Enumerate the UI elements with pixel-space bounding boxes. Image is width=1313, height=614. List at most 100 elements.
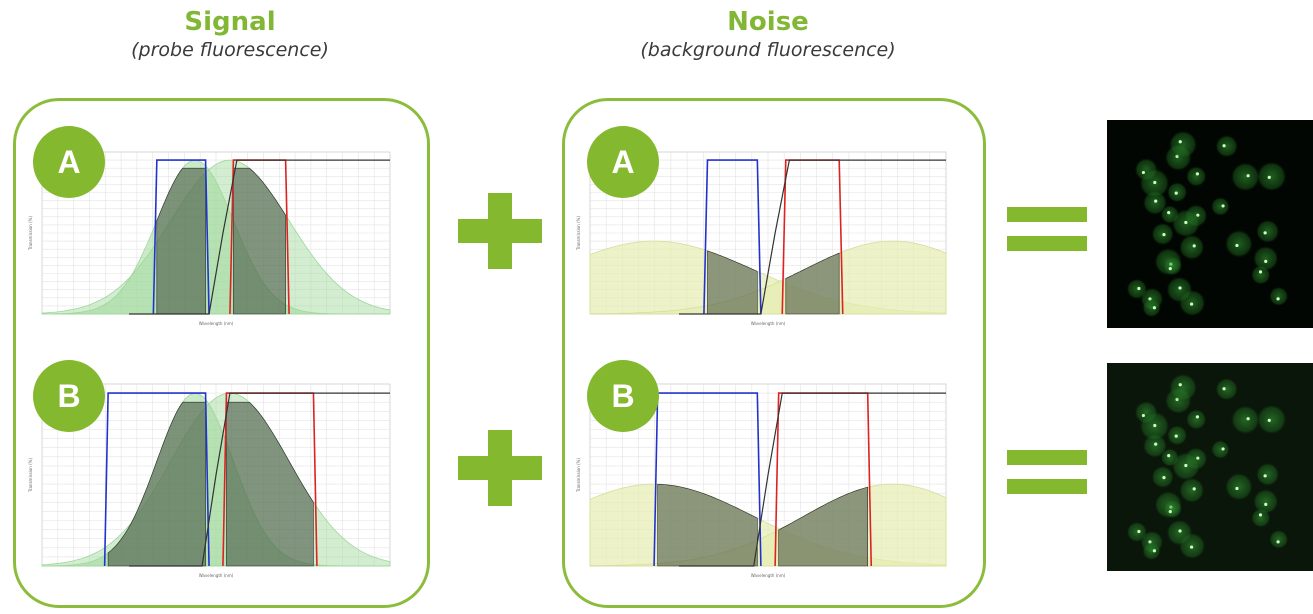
cell (1169, 130, 1198, 159)
probe-spot (1168, 509, 1172, 514)
microscope-image-a (1107, 120, 1313, 328)
probe-spot (1184, 463, 1188, 468)
probe-spot (1267, 175, 1271, 180)
probe-spot (1152, 549, 1157, 553)
cell (1224, 472, 1253, 501)
x-axis-label: Wavelength (nm) (199, 573, 234, 578)
probe-spot (1258, 270, 1263, 274)
emission-overlap (778, 486, 869, 567)
probe-spot (1174, 434, 1178, 438)
cell (1163, 499, 1183, 519)
y-axis-label: Transmission (%) (576, 458, 581, 493)
probe-spot (1264, 259, 1268, 264)
cell (1211, 440, 1230, 459)
cell (1230, 405, 1260, 435)
probe-spot (1184, 220, 1188, 225)
probe-spot (1192, 487, 1196, 491)
excitation-filter-curve (103, 392, 210, 567)
probe-spot (1263, 474, 1267, 478)
dichroic-curve (679, 159, 946, 315)
probe-spot (1174, 191, 1178, 195)
probe-spot (1246, 417, 1250, 421)
cell (1142, 298, 1161, 318)
emission-overlap (785, 252, 840, 315)
signal-b-spectrum-plot: Transmission (%) Wavelength (nm) (28, 383, 391, 578)
cell (1253, 489, 1279, 515)
dichroic-curve (129, 159, 390, 315)
x-axis-label: Wavelength (nm) (751, 321, 786, 326)
cell (1256, 462, 1280, 486)
cell (1186, 409, 1207, 430)
probe-spot (1258, 513, 1263, 517)
cell (1251, 508, 1271, 528)
signal-badge-b: B (33, 360, 105, 432)
cell (1215, 135, 1238, 158)
cell (1269, 286, 1289, 306)
probe-spot (1154, 199, 1158, 203)
probe-spot (1264, 502, 1268, 507)
noise-header: Noise (background fluorescence) (618, 6, 918, 62)
cell (1224, 229, 1253, 258)
probe-emission-spectrum (41, 159, 391, 315)
excitation-filter-curve (653, 392, 762, 567)
probe-spot (1195, 415, 1199, 419)
probe-spot (1178, 529, 1182, 533)
emission-overlap (226, 401, 314, 567)
probe-spot (1162, 233, 1166, 237)
emission-overlap (233, 167, 286, 315)
signal-header: Signal (probe fluorescence) (105, 6, 355, 62)
signal-title: Signal (184, 7, 276, 37)
noise-badge-a: A (587, 126, 659, 198)
x-axis-label: Wavelength (nm) (199, 321, 234, 326)
probe-spot (1162, 476, 1166, 480)
probe-spot (1263, 231, 1267, 235)
excitation-filter-curve (703, 159, 762, 315)
background-emission-spectrum (589, 240, 947, 315)
noise-subtitle: (background fluorescence) (640, 39, 896, 61)
probe-spot (1153, 180, 1157, 185)
probe-spot (1222, 144, 1226, 148)
probe-spot (1267, 418, 1271, 423)
cell (1230, 162, 1260, 192)
cell (1253, 246, 1279, 272)
cell (1211, 197, 1230, 216)
cell (1256, 404, 1287, 435)
cell (1142, 541, 1161, 561)
probe-spot (1189, 302, 1194, 306)
noise-badge-b: B (587, 360, 659, 432)
equals-icon-b (1007, 450, 1087, 494)
probe-spot (1152, 306, 1157, 310)
probe-spot (1168, 266, 1172, 271)
probe-spot (1178, 383, 1182, 387)
excitation-overlap (657, 483, 758, 567)
probe-spot (1222, 387, 1226, 391)
probe-spot (1195, 172, 1199, 176)
cell (1166, 519, 1193, 546)
x-axis-label: Wavelength (nm) (751, 573, 786, 578)
y-axis-label: Transmission (%) (28, 458, 33, 493)
cell (1163, 256, 1183, 276)
probe-spot (1154, 442, 1158, 446)
probe-spot (1189, 545, 1194, 549)
cell (1215, 378, 1238, 401)
excitation-overlap (156, 167, 206, 315)
excitation-overlap (707, 250, 758, 315)
signal-badge-a: A (33, 126, 105, 198)
probe-spot (1167, 453, 1171, 458)
plus-icon-b (458, 430, 542, 506)
probe-spot (1137, 529, 1141, 534)
noise-a-spectrum-plot: Transmission (%) Wavelength (nm) (576, 151, 947, 326)
probe-spot (1235, 243, 1239, 248)
probe-spot (1178, 140, 1182, 144)
dichroic-curve (129, 392, 390, 567)
probe-spot (1137, 286, 1141, 291)
probe-spot (1235, 486, 1239, 491)
probe-spot (1178, 286, 1182, 290)
probe-spot (1192, 244, 1196, 248)
microscope-image-b (1107, 363, 1313, 571)
probe-spot (1276, 540, 1280, 544)
probe-spot (1167, 210, 1171, 215)
cell (1251, 265, 1271, 285)
probe-spot (1153, 423, 1157, 428)
probe-spot (1221, 447, 1225, 451)
